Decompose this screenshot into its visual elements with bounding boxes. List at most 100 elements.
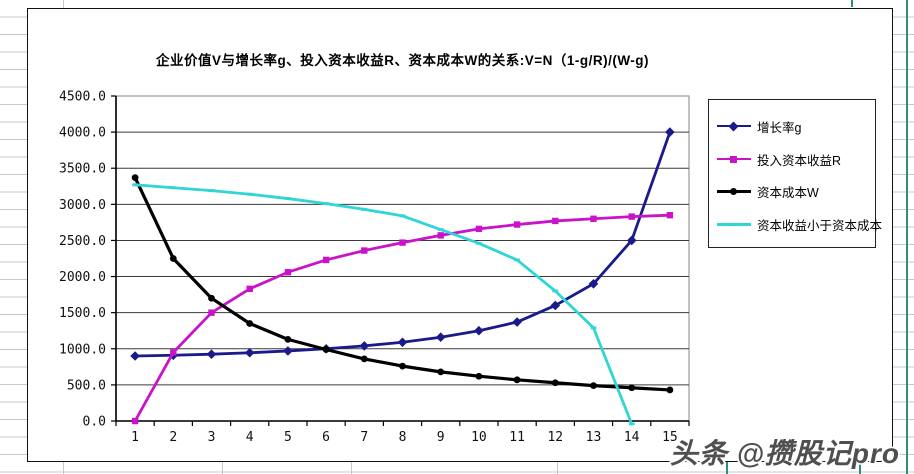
x-tick-label: 5 — [284, 430, 292, 445]
data-point-marker — [170, 186, 177, 190]
data-point-marker — [512, 317, 522, 327]
plot-area: 0.0500.01000.01500.02000.02500.03000.035… — [59, 90, 690, 445]
data-point-marker — [474, 325, 484, 336]
y-tick-label: 3500.0 — [59, 162, 106, 177]
sheet-border-line — [726, 462, 728, 474]
data-point-marker — [361, 207, 368, 211]
data-point-marker — [590, 326, 597, 330]
legend-label: 投入资本收益R — [757, 153, 842, 168]
data-point-marker — [399, 362, 406, 370]
data-point-marker — [665, 127, 675, 137]
sheet-column-line — [557, 462, 558, 474]
data-point-marker — [246, 285, 253, 293]
y-tick-label: 1000.0 — [59, 342, 106, 357]
x-tick-label: 10 — [471, 430, 487, 445]
x-tick-label: 15 — [662, 430, 678, 445]
y-tick-label: 2000.0 — [59, 270, 106, 285]
data-point-marker — [628, 422, 635, 426]
data-point-marker — [437, 368, 445, 376]
legend-item: 增长率g — [717, 117, 869, 136]
data-point-marker — [206, 349, 217, 360]
data-point-marker — [513, 221, 521, 228]
legend-item: 投入资本收益R — [717, 150, 869, 169]
data-point-marker — [208, 189, 215, 193]
x-tick-label: 11 — [509, 430, 525, 445]
series-line-square — [133, 213, 672, 423]
sheet-border-line — [851, 0, 853, 7]
x-tick-label: 2 — [169, 430, 177, 445]
x-tick-label: 4 — [246, 430, 254, 445]
legend-key-dash-icon — [717, 220, 751, 229]
data-point-marker — [246, 192, 253, 196]
data-point-marker — [397, 337, 408, 348]
data-point-marker — [588, 278, 599, 289]
y-tick-label: 500.0 — [67, 378, 106, 393]
plot-frame — [115, 95, 690, 422]
data-point-marker — [131, 417, 139, 425]
chart-legend: 增长率g 投入资本收益R 资本成本W 资本收益小于资本成本 — [708, 99, 882, 248]
sheet-column-line — [351, 462, 352, 474]
data-point-marker — [169, 255, 177, 262]
data-point-marker — [130, 351, 140, 361]
data-point-marker — [132, 183, 139, 187]
y-tick-label: 3000.0 — [59, 198, 106, 213]
data-point-marker — [322, 346, 330, 353]
legend-item: 资本收益小于资本成本 — [717, 215, 882, 234]
data-point-marker — [322, 256, 330, 264]
data-point-marker — [284, 197, 291, 201]
sheet-border-line — [906, 0, 908, 474]
legend-label: 增长率g — [757, 120, 802, 135]
chart-canvas: 企业价值V与增长率g、投入资本收益R、资本成本W的关系:V=N（1-g/R)/(… — [27, 8, 893, 462]
data-point-marker — [475, 225, 483, 233]
watermark: 头条 @攒股记pro — [669, 438, 900, 469]
data-point-marker — [475, 241, 482, 245]
data-point-marker — [244, 347, 255, 358]
data-point-marker — [399, 239, 406, 246]
x-tick-label: 14 — [624, 430, 640, 445]
y-tick-label: 4000.0 — [59, 126, 106, 141]
legend-key-square-icon — [717, 155, 751, 164]
legend-key-circle-icon — [717, 187, 751, 196]
y-tick-label: 1500.0 — [59, 306, 106, 321]
data-point-marker — [170, 349, 177, 356]
data-point-marker — [590, 215, 597, 222]
data-point-marker — [323, 202, 330, 206]
data-point-marker — [628, 213, 635, 220]
data-point-marker — [628, 384, 636, 392]
data-point-marker — [666, 211, 674, 219]
x-tick-label: 1 — [131, 430, 139, 445]
data-point-marker — [590, 382, 597, 390]
x-tick-label: 8 — [399, 430, 407, 445]
data-point-marker — [361, 247, 368, 254]
data-point-marker — [284, 335, 292, 343]
y-tick-label: 4500.0 — [59, 90, 106, 105]
data-point-marker — [208, 294, 215, 302]
x-tick-label: 13 — [586, 430, 602, 445]
data-point-marker — [666, 386, 674, 394]
data-point-marker — [399, 214, 406, 218]
data-point-marker — [435, 332, 446, 343]
data-point-marker — [514, 258, 521, 262]
x-tick-label: 12 — [547, 430, 563, 445]
data-point-marker — [208, 309, 215, 316]
series-line-dash — [133, 183, 634, 426]
data-point-marker — [246, 320, 254, 327]
sheet-border-line — [859, 462, 861, 474]
legend-label: 资本收益小于资本成本 — [757, 219, 883, 234]
x-tick-label: 6 — [322, 430, 330, 445]
data-point-marker — [284, 269, 292, 276]
data-point-marker — [513, 376, 521, 384]
legend-item: 资本成本W — [717, 182, 869, 201]
data-point-marker — [551, 379, 559, 387]
data-point-marker — [552, 289, 559, 293]
data-point-marker — [437, 232, 444, 239]
y-tick-label: 0.0 — [83, 415, 106, 430]
data-point-marker — [552, 217, 559, 225]
chart-title: 企业价值V与增长率g、投入资本收益R、资本成本W的关系:V=N（1-g/R)/(… — [155, 53, 650, 68]
data-point-marker — [475, 372, 483, 380]
x-tick-label: 3 — [208, 430, 216, 445]
data-point-marker — [360, 355, 368, 363]
data-point-marker — [131, 174, 139, 182]
data-point-marker — [437, 228, 444, 232]
legend-label: 资本成本W — [757, 186, 819, 201]
